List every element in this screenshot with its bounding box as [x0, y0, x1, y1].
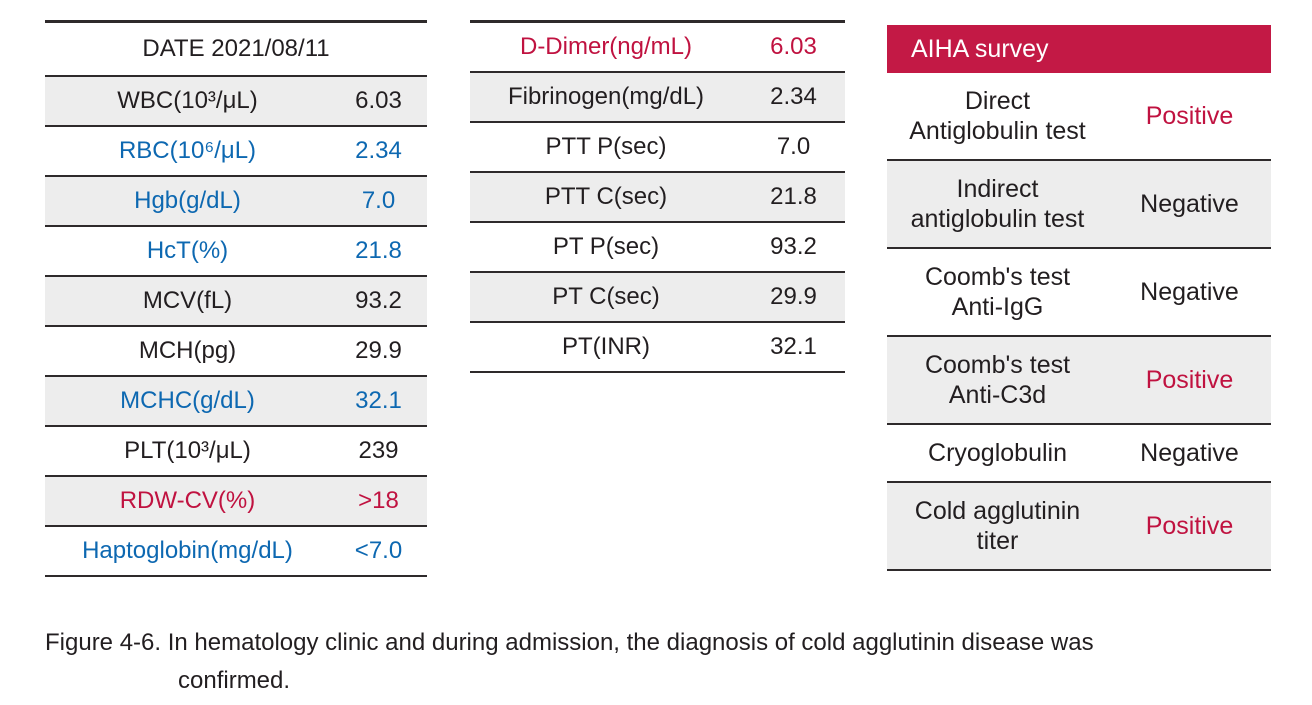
- table-row: PT P(sec) 93.2: [470, 223, 845, 273]
- row-label: PT(INR): [562, 333, 650, 360]
- coagulation-results-table: D-Dimer(ng/mL) 6.03 Fibrinogen(mg/dL) 2.…: [470, 20, 845, 373]
- row-label: RDW-CV(%): [119, 487, 256, 514]
- row-value: >18: [358, 487, 399, 514]
- row-value: 2.34: [770, 83, 817, 110]
- row-value: 29.9: [770, 283, 817, 310]
- table-row: D-Dimer(ng/mL) 6.03: [470, 23, 845, 73]
- table-row: RDW-CV(%) >18: [45, 477, 427, 527]
- row-label: Direct Antiglobulin test: [909, 87, 1086, 145]
- table-row: Fibrinogen(mg/dL) 2.34: [470, 73, 845, 123]
- row-value: 32.1: [355, 387, 402, 414]
- row-value: Negative: [1140, 277, 1239, 306]
- table-row: RBC(10⁶/μL) 2.34: [45, 127, 427, 177]
- table-row: Coomb's test Anti-C3d Positive: [887, 337, 1271, 425]
- row-value: 93.2: [355, 287, 402, 314]
- table-row: PTT P(sec) 7.0: [470, 123, 845, 173]
- aiha-survey-rows: Direct Antiglobulin test Positive Indire…: [887, 73, 1271, 571]
- row-label: MCV(fL): [142, 287, 233, 314]
- row-value: 7.0: [361, 187, 396, 214]
- row-label: WBC(10³/μL): [117, 87, 258, 114]
- row-label: Indirect antiglobulin test: [910, 175, 1085, 233]
- row-value: Positive: [1145, 365, 1234, 394]
- table-row: PLT(10³/μL) 239: [45, 427, 427, 477]
- row-value: 239: [358, 437, 399, 464]
- row-value: <7.0: [354, 537, 403, 564]
- row-label: HcT(%): [146, 237, 229, 264]
- row-value: 21.8: [770, 183, 817, 210]
- row-value: Negative: [1140, 438, 1239, 467]
- aiha-survey-table: AIHA survey Direct Antiglobulin test Pos…: [887, 25, 1271, 571]
- row-value: 6.03: [355, 87, 402, 114]
- row-label: D-Dimer(ng/mL): [519, 33, 692, 60]
- row-value: Positive: [1145, 511, 1234, 540]
- cbc-table-date-header: DATE 2021/08/11: [45, 23, 427, 77]
- row-label: PT P(sec): [552, 233, 660, 260]
- cbc-table-rows: WBC(10³/μL) 6.03 RBC(10⁶/μL) 2.34 Hgb(g/…: [45, 77, 427, 577]
- table-row: Coomb's test Anti-IgG Negative: [887, 249, 1271, 337]
- table-row: PT(INR) 32.1: [470, 323, 845, 373]
- row-value: 2.34: [355, 137, 402, 164]
- row-label: PLT(10³/μL): [124, 437, 251, 464]
- table-row: Direct Antiglobulin test Positive: [887, 73, 1271, 161]
- row-label: PTT P(sec): [545, 133, 667, 160]
- table-row: Haptoglobin(mg/dL) <7.0: [45, 527, 427, 577]
- row-value: 29.9: [355, 337, 402, 364]
- row-label: Cold agglutinin titer: [914, 497, 1081, 555]
- cbc-results-table: DATE 2021/08/11 WBC(10³/μL) 6.03 RBC(10⁶…: [45, 20, 427, 577]
- table-row: PT C(sec) 29.9: [470, 273, 845, 323]
- table-row: Hgb(g/dL) 7.0: [45, 177, 427, 227]
- table-row: PTT C(sec) 21.8: [470, 173, 845, 223]
- row-label: Coomb's test Anti-C3d: [924, 351, 1071, 409]
- table-row: Cold agglutinin titer Positive: [887, 483, 1271, 571]
- row-label: Cryoglobulin: [928, 439, 1067, 467]
- table-row: MCHC(g/dL) 32.1: [45, 377, 427, 427]
- row-label: PTT C(sec): [544, 183, 668, 210]
- table-row: Cryoglobulin Negative: [887, 425, 1271, 483]
- table-row: HcT(%) 21.8: [45, 227, 427, 277]
- row-value: Negative: [1140, 189, 1239, 218]
- row-label: MCHC(g/dL): [120, 387, 255, 414]
- row-label: Coomb's test Anti-IgG: [924, 263, 1071, 321]
- row-label: MCH(pg): [138, 337, 237, 364]
- aiha-survey-header: AIHA survey: [887, 25, 1271, 73]
- figure-caption: Figure 4-6. In hematology clinic and dur…: [45, 629, 1094, 694]
- table-row: Indirect antiglobulin test Negative: [887, 161, 1271, 249]
- row-label: PT C(sec): [552, 283, 660, 310]
- row-label: Haptoglobin(mg/dL): [82, 537, 293, 564]
- row-value: 6.03: [770, 33, 817, 60]
- row-label: Fibrinogen(mg/dL): [507, 83, 705, 110]
- table-row: MCH(pg) 29.9: [45, 327, 427, 377]
- coagulation-table-rows: D-Dimer(ng/mL) 6.03 Fibrinogen(mg/dL) 2.…: [470, 23, 845, 373]
- table-row: MCV(fL) 93.2: [45, 277, 427, 327]
- row-value: Positive: [1145, 101, 1234, 130]
- table-row: WBC(10³/μL) 6.03: [45, 77, 427, 127]
- row-value: 7.0: [776, 133, 811, 160]
- row-value: 32.1: [770, 333, 817, 360]
- row-value: 21.8: [355, 237, 402, 264]
- row-label: Hgb(g/dL): [134, 187, 241, 214]
- row-value: 93.2: [770, 233, 817, 260]
- row-label: RBC(10⁶/μL): [118, 137, 257, 164]
